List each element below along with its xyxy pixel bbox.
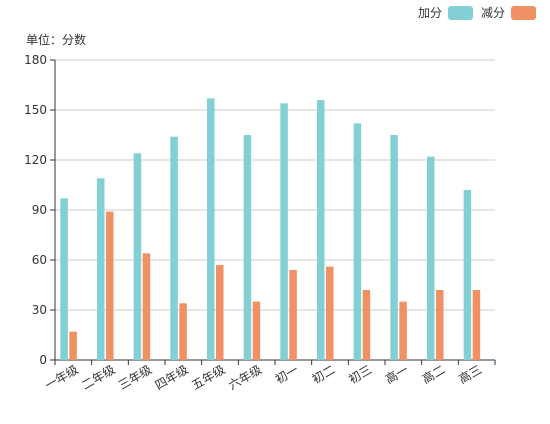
- chart-legend: 加分 减分: [418, 4, 536, 21]
- legend-label-deduct: 减分: [480, 6, 505, 20]
- bar-deduct[interactable]: [289, 270, 297, 360]
- x-tick-label: 高一: [383, 362, 411, 387]
- bar-deduct[interactable]: [142, 253, 151, 360]
- bar-add[interactable]: [390, 135, 398, 360]
- bar-deduct[interactable]: [252, 301, 261, 360]
- y-axis-unit-label: 单位：分数: [26, 33, 87, 47]
- bar-add[interactable]: [170, 136, 178, 360]
- legend-swatch-add: [447, 5, 473, 20]
- bar-deduct[interactable]: [69, 331, 77, 360]
- bar-deduct[interactable]: [106, 211, 114, 360]
- bar-deduct[interactable]: [472, 290, 481, 360]
- bar-add[interactable]: [463, 190, 472, 360]
- x-tick-label: 一年级: [43, 362, 81, 392]
- x-tick-label: 高二: [419, 362, 447, 387]
- y-tick-label: 120: [24, 153, 47, 167]
- x-tick-label: 高三: [456, 362, 484, 387]
- bar-deduct[interactable]: [362, 290, 371, 360]
- bar-deduct[interactable]: [436, 290, 444, 360]
- x-tick-label: 初三: [346, 362, 374, 386]
- x-tick-label: 五年级: [189, 362, 227, 392]
- y-tick-label: 150: [24, 103, 47, 117]
- x-tick-label: 初二: [310, 362, 338, 386]
- bar-add[interactable]: [280, 103, 288, 360]
- bar-deduct[interactable]: [326, 266, 334, 360]
- bar-add[interactable]: [207, 98, 215, 360]
- x-tick-label: 初一: [273, 362, 301, 386]
- y-tick-label: 30: [32, 303, 47, 317]
- legend-label-add: 加分: [417, 6, 442, 20]
- bar-add[interactable]: [133, 153, 142, 360]
- x-tick-label: 六年级: [226, 362, 264, 392]
- legend-swatch-deduct: [511, 5, 536, 20]
- bar-add[interactable]: [427, 156, 435, 360]
- y-tick-label: 60: [32, 253, 47, 267]
- y-tick-label: 0: [39, 353, 47, 367]
- bar-add[interactable]: [353, 123, 362, 360]
- bar-add[interactable]: [317, 100, 325, 360]
- y-tick-label: 180: [24, 53, 47, 67]
- bar-add[interactable]: [97, 178, 105, 360]
- bar-deduct[interactable]: [399, 301, 407, 360]
- legend-item-add[interactable]: 加分: [418, 4, 473, 21]
- x-tick-label: 四年级: [153, 362, 191, 392]
- bar-add[interactable]: [243, 135, 252, 360]
- legend-item-deduct[interactable]: 减分: [481, 4, 536, 21]
- x-tick-label: 二年级: [79, 362, 117, 392]
- bar-deduct[interactable]: [179, 303, 187, 360]
- bar-add[interactable]: [60, 198, 68, 360]
- y-tick-label: 90: [32, 203, 47, 217]
- x-tick-label: 三年级: [116, 362, 154, 392]
- bar-deduct[interactable]: [216, 265, 224, 360]
